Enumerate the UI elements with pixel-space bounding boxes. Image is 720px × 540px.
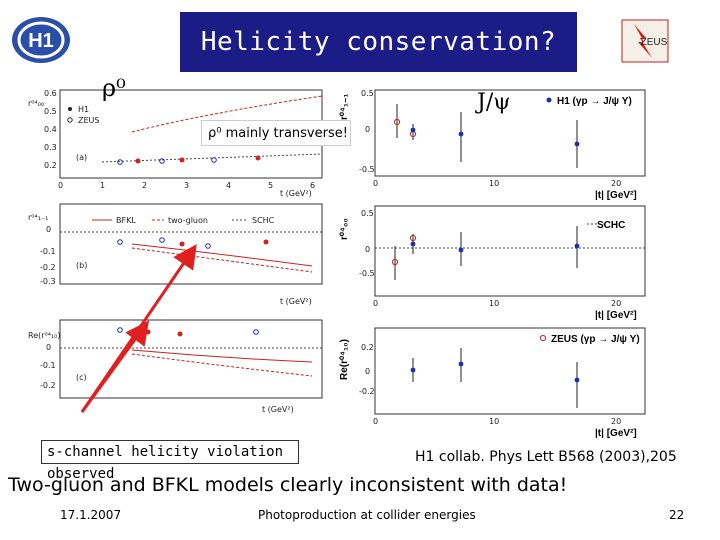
rho-c-ylabel: Re(r⁰⁴₁₀): [28, 331, 60, 340]
rho-xlabel: t (GeV²): [280, 189, 312, 198]
legend-jpsi-zeus-marker: [539, 334, 547, 342]
note-violation: s-channel helicity violation observed: [41, 440, 299, 482]
rho-b-ytick: -0.1: [40, 247, 56, 256]
rho-xtick: 6: [310, 181, 315, 190]
rho-panel-b: r⁰⁴₁₋₁ 0 -0.1 -0.2 -0.3 BFKL two-gluon S…: [28, 203, 323, 306]
jpsi-top-ytick: 0.5: [361, 89, 374, 98]
jpsi-panel-bot: Re(r⁰⁴₁₀) 0.2 0 -0.2 ZEUS (γp → J/ψ Y) 0…: [339, 327, 646, 439]
rho-b-ylabel: r⁰⁴₁₋₁: [28, 213, 48, 222]
rho-xtick: 5: [268, 181, 273, 190]
legend-jpsi-h1-marker: [546, 97, 552, 103]
jpsi-bot-xtick: 10: [489, 417, 499, 426]
jpsi-mid-ytick: -0.5: [359, 269, 375, 278]
rho-a-ytick: 0.2: [44, 161, 57, 170]
page-number: 22: [669, 508, 685, 522]
rho-a-ytick: 0.5: [44, 107, 57, 116]
jpsi-top-ytick: -0.5: [359, 165, 375, 174]
rho-a-ytick: 0.3: [44, 143, 57, 152]
jpsi-bot-ytick: 0: [365, 367, 370, 376]
legend-schc-text: SCHC: [252, 216, 275, 225]
jpsi-mid-ylabel: r⁰⁴₀₀: [339, 218, 350, 240]
zeus-logo: ZEUS: [620, 18, 670, 64]
legend-zeus-marker: [67, 117, 73, 123]
jpsi-mid-xlabel: |t| [GeV²]: [595, 310, 637, 321]
jpsi-top-ylabel: r⁰⁴₁₋₁: [339, 94, 350, 120]
rho-xtick: 0: [58, 181, 63, 190]
zeus-logo-text: ZEUS: [641, 37, 668, 48]
jpsi-xtick: 10: [489, 179, 499, 188]
jpsi-bot-xlabel: |t| [GeV²]: [595, 428, 637, 439]
legend-twogluon-text: two-gluon: [168, 216, 208, 225]
rho-c-panel-label: (c): [76, 373, 87, 382]
red-arrow-2: [80, 244, 197, 413]
rho-xtick: 3: [184, 181, 189, 190]
jpsi-bot-ylabel: Re(r⁰⁴₁₀): [339, 339, 350, 380]
rho-c-ytick: -0.1: [40, 361, 56, 370]
rho-figure: r⁰⁴₀₀ 0.6 0.5 0.4 0.3 0.2 (a) H1 ZEUS 0 …: [28, 89, 323, 414]
reference: H1 collab. Phys Lett B568 (2003),205: [415, 449, 677, 465]
jpsi-panel-top: r⁰⁴₁₋₁ 0.5 0 -0.5 H1 (γp → J/ψ Y) 0 10 2…: [339, 89, 646, 201]
note-transverse: ρ⁰ mainly transverse!: [201, 120, 351, 146]
jpsi-figure: r⁰⁴₁₋₁ 0.5 0 -0.5 H1 (γp → J/ψ Y) 0 10 2…: [339, 89, 646, 439]
rho-panel-c: Re(r⁰⁴₁₀) 0 -0.1 -0.2 (c) t (GeV²): [28, 319, 323, 414]
jpsi-mid-ytick: 0.5: [361, 209, 374, 218]
rho-c-xlabel: t (GeV²): [262, 405, 294, 414]
legend-bfkl-text: BFKL: [116, 216, 136, 225]
rho-b-ytick: 0: [46, 225, 51, 234]
jpsi-mid-xtick: 10: [489, 299, 499, 308]
legend-jpsi-schc-text: SCHC: [597, 220, 625, 231]
rho-xtick: 4: [226, 181, 231, 190]
jpsi-bot-xtick: 20: [611, 417, 621, 426]
rho-a-ytick: 0.6: [44, 89, 57, 98]
jpsi-mid-xtick: 0: [373, 299, 378, 308]
legend-h1-text: H1: [78, 105, 89, 114]
jpsi-panel-mid: r⁰⁴₀₀ 0.5 0 -0.5 SCHC 0 10 20 |t| [GeV²]: [339, 205, 646, 321]
rho-a-panel-label: (a): [76, 153, 87, 162]
rho-xtick: 2: [142, 181, 147, 190]
footer-center: Photoproduction at collider energies: [258, 508, 476, 522]
rho-b-panel-label: (b): [76, 261, 87, 270]
jpsi-bot-ytick: -0.2: [359, 387, 375, 396]
rho-b-xlabel: t (GeV²): [280, 297, 312, 306]
jpsi-xtick: 0: [373, 179, 378, 188]
rho-b-ytick: -0.3: [40, 277, 56, 286]
legend-h1-marker: [68, 107, 72, 111]
rho-label: ρ⁰: [102, 74, 126, 102]
rho-xtick: 1: [100, 181, 105, 190]
rho-c-ytick: -0.2: [40, 381, 56, 390]
slide-title: Helicity conservation?: [180, 12, 577, 72]
jpsi-xtick: 20: [611, 179, 621, 188]
rho-c-ytick: 0: [46, 343, 51, 352]
jpsi-bot-ytick: 0.2: [361, 343, 374, 352]
rho-a-ylabel: r⁰⁴₀₀: [28, 99, 44, 108]
h1-logo-text: H1: [28, 30, 54, 52]
jpsi-label: J/ψ: [477, 90, 511, 115]
rho-panel-a: r⁰⁴₀₀ 0.6 0.5 0.4 0.3 0.2 (a) H1 ZEUS 0 …: [28, 89, 323, 198]
legend-jpsi-zeus-text: ZEUS (γp → J/ψ Y): [551, 334, 640, 345]
jpsi-top-xlabel: |t| [GeV²]: [595, 190, 637, 201]
h1-logo: H1: [10, 14, 72, 66]
jpsi-mid-xtick: 20: [611, 299, 621, 308]
jpsi-bot-xtick: 0: [373, 417, 378, 426]
jpsi-mid-ytick: 0: [365, 245, 370, 254]
footer-date: 17.1.2007: [60, 508, 122, 522]
jpsi-top-ytick: 0: [365, 125, 370, 134]
conclusion: Two-gluon and BFKL models clearly incons…: [8, 474, 568, 496]
legend-jpsi-h1-text: H1 (γp → J/ψ Y): [557, 96, 632, 107]
legend-zeus-text: ZEUS: [78, 116, 99, 125]
rho-b-ytick: -0.2: [40, 263, 56, 272]
rho-a-ytick: 0.4: [44, 125, 57, 134]
